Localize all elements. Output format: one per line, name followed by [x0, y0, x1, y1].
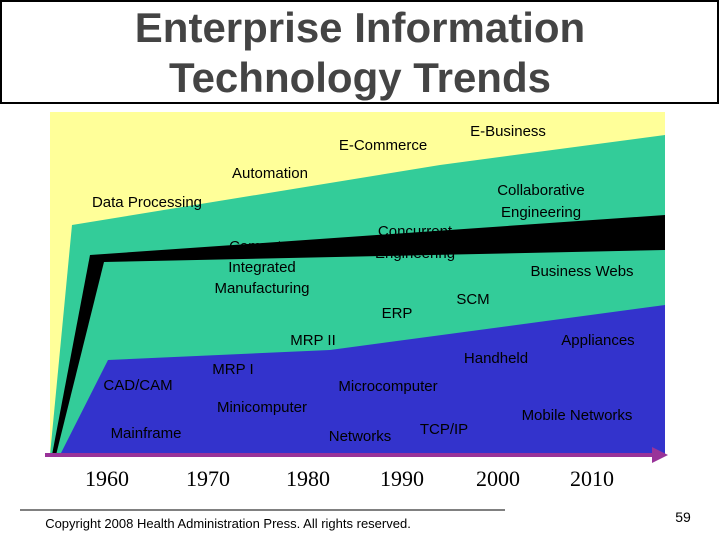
- years: 1960 1970 1980 1990 2000 2010: [85, 466, 614, 491]
- diagram-label: Mobile Networks: [522, 407, 633, 424]
- diagram-label: Engineering: [375, 245, 455, 262]
- year-label: 1990: [380, 466, 424, 491]
- title-box: [0, 0, 719, 104]
- diagram-label: Integrated: [228, 259, 296, 276]
- year-label: 1980: [286, 466, 330, 491]
- diagram-label: E-Business: [470, 123, 546, 140]
- labels: E-Commerce E-Business Automation Data Proce…: [92, 123, 635, 445]
- diagram-label: Automation: [232, 165, 308, 182]
- copyright: Copyright 2008 Health Administration Pre…: [45, 516, 411, 531]
- diagram-label: Microcomputer: [338, 378, 437, 395]
- title: Enterprise Information: [135, 4, 585, 51]
- blue-layer: [60, 305, 665, 455]
- page-number: 59: [675, 509, 691, 525]
- diagram-label: Engineering: [501, 204, 581, 221]
- diagram-label: ERP: [382, 305, 413, 322]
- diagram-label: E-Commerce: [339, 137, 427, 154]
- year-label: 1960: [85, 466, 129, 491]
- diagram-label: Handheld: [464, 350, 528, 367]
- year-label: 1970: [186, 466, 230, 491]
- title: Technology Trends: [169, 54, 551, 101]
- diagram-label: MRP I: [212, 361, 253, 378]
- diagram-label: MRP II: [290, 332, 336, 349]
- diagram-label: CAD/CAM: [103, 377, 172, 394]
- diagram-label: SCM: [456, 291, 489, 308]
- diagram-label: TCP/IP: [420, 421, 468, 438]
- diagram-label: Manufacturing: [214, 280, 309, 297]
- diagram-label: Business Webs: [530, 263, 633, 280]
- year-label: 2000: [476, 466, 520, 491]
- diagram-label: Collaborative: [497, 182, 585, 199]
- diagram-label: Minicomputer: [217, 399, 307, 416]
- diagram-label: Appliances: [561, 332, 634, 349]
- diagram-label: Data Processing: [92, 194, 202, 211]
- axis-arrow: [652, 447, 668, 463]
- diagram-label: Networks: [329, 428, 392, 445]
- diagram-label: Concurrent: [378, 223, 453, 240]
- year-label: 2010: [570, 466, 614, 491]
- diagram-label: Mainframe: [111, 425, 182, 442]
- diagram-label: Computer: [229, 238, 295, 255]
